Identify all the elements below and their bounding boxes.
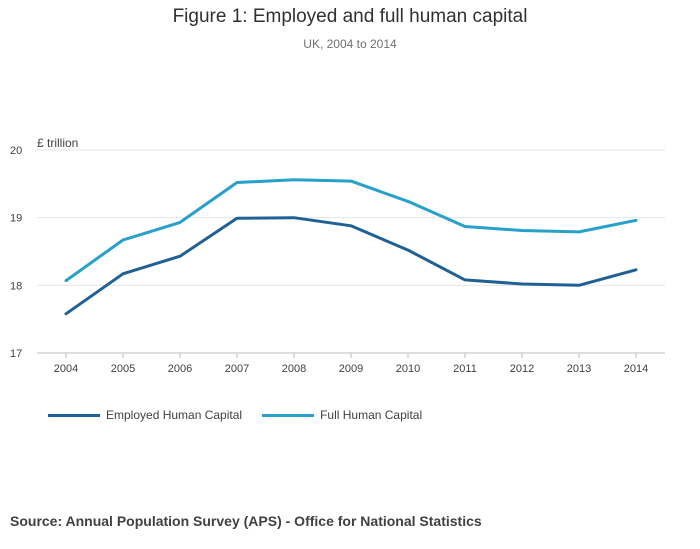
x-tick-label-2006: 2006 — [168, 363, 192, 375]
legend-swatch-full — [262, 413, 315, 417]
x-tick-label-2007: 2007 — [225, 363, 249, 375]
x-tick-label-2005: 2005 — [111, 363, 135, 375]
source-note: Source: Annual Population Survey (APS) -… — [10, 513, 482, 529]
x-tick-label-2004: 2004 — [54, 363, 78, 375]
x-tick-label-2012: 2012 — [510, 363, 534, 375]
x-tick-label-2008: 2008 — [282, 363, 306, 375]
legend: Employed Human Capital Full Human Capita… — [48, 408, 442, 422]
y-tick-label-20: 20 — [10, 145, 22, 157]
legend-item-employed[interactable]: Employed Human Capital — [48, 408, 242, 422]
chart-title: Figure 1: Employed and full human capita… — [172, 6, 528, 27]
x-tick-label-2009: 2009 — [339, 363, 363, 375]
legend-label-employed: Employed Human Capital — [106, 408, 243, 422]
series-line-full — [64, 178, 638, 283]
x-tick-label-2014: 2014 — [624, 363, 648, 375]
chart-subtitle: UK, 2004 to 2014 — [303, 37, 397, 51]
legend-swatch-employed — [48, 413, 100, 417]
series-line-employed — [64, 216, 638, 316]
y-axis-unit-label: £ trillion — [37, 136, 79, 150]
x-tick-label-2011: 2011 — [453, 363, 477, 375]
y-tick-label-19: 19 — [10, 213, 22, 225]
legend-label-full: Full Human Capital — [320, 408, 423, 422]
line-chart: 17 18 19 20 2004 2005 2006 2007 2008 2009 2010 2011… — [10, 145, 665, 375]
x-tick-label-2010: 2010 — [396, 363, 420, 375]
y-tick-label-17: 17 — [10, 348, 22, 360]
y-tick-label-18: 18 — [10, 280, 22, 292]
x-tick-label-2013: 2013 — [567, 363, 591, 375]
legend-item-full[interactable]: Full Human Capital — [262, 408, 422, 422]
